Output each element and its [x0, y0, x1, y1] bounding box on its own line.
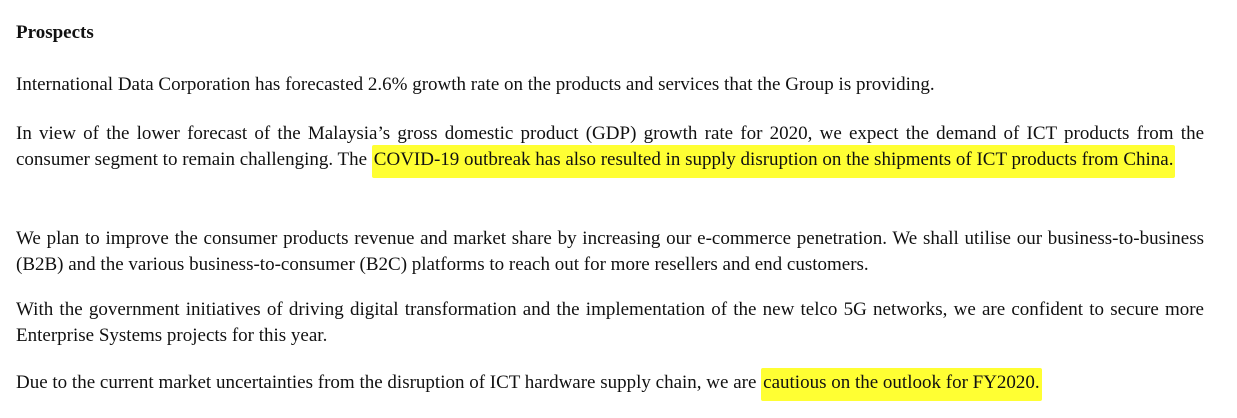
paragraph-market-uncertainties-text: Due to the current market uncertainties … [16, 372, 762, 393]
paragraph-gdp-outlook-text: In view of the lower forecast of the Mal… [16, 123, 1204, 170]
paragraph-market-uncertainties: Due to the current market uncertainties … [16, 368, 1204, 401]
paragraph-idc-forecast: International Data Corporation has forec… [16, 74, 935, 95]
highlight-cautious-outlook: cautious on the outlook for FY2020. [761, 368, 1042, 401]
highlight-covid-supply-disruption: COVID-19 outbreak has also resulted in s… [371, 145, 1176, 178]
paragraph-gdp-outlook: In view of the lower forecast of the Mal… [16, 121, 1204, 178]
section-heading-prospects: Prospects [16, 22, 94, 43]
paragraph-digital-transformation: With the government initiatives of drivi… [16, 299, 1204, 346]
paragraph-consumer-products-plan: We plan to improve the consumer products… [16, 228, 1204, 275]
